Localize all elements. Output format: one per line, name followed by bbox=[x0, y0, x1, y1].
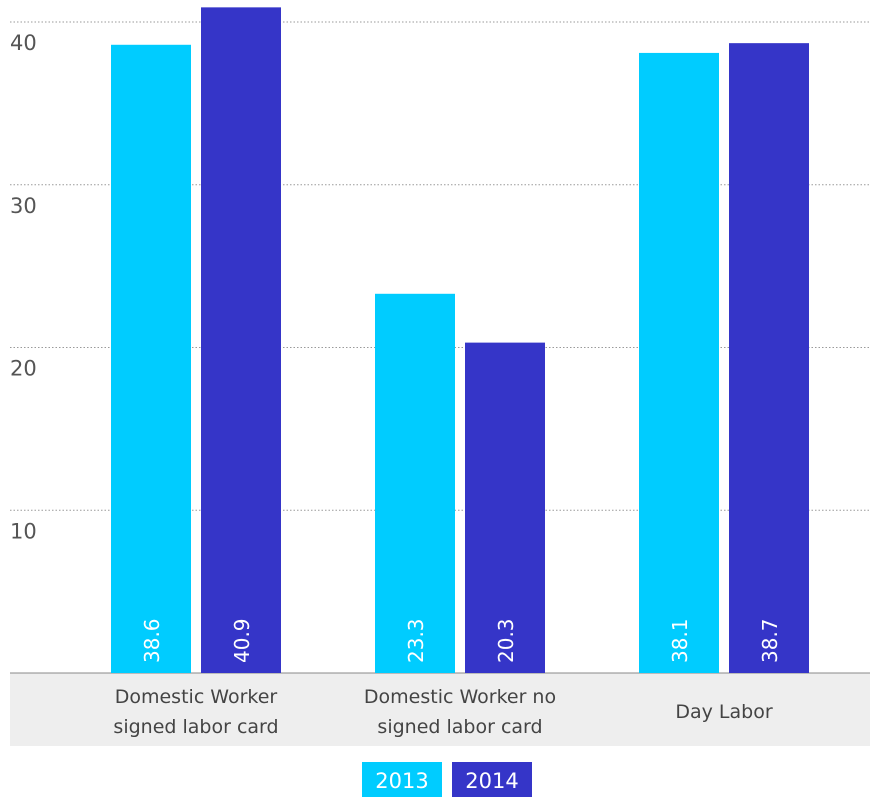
bar-value-label: 38.1 bbox=[668, 618, 692, 663]
bar-2013-2 bbox=[639, 52, 719, 674]
bar-2013-1 bbox=[375, 293, 455, 673]
bar-2014-0 bbox=[201, 7, 281, 674]
bar-value-label: 40.9 bbox=[230, 618, 254, 663]
bar-value-label: 23.3 bbox=[404, 618, 428, 663]
legend-swatch-2014 bbox=[452, 762, 532, 797]
category-label-band bbox=[10, 673, 870, 746]
legend-label: 2014 bbox=[465, 769, 518, 793]
bar-2014-2 bbox=[729, 43, 809, 674]
bars: 38.6 40.9 23.3 20.3 38.1 38.7 bbox=[111, 7, 809, 674]
category-label: signed labor card bbox=[377, 716, 542, 738]
bar-value-label: 38.7 bbox=[758, 618, 782, 663]
legend-swatch-2013 bbox=[362, 762, 442, 797]
y-tick-label: 20 bbox=[10, 357, 37, 381]
bar-2014-1 bbox=[465, 342, 545, 673]
bar-value-label: 38.6 bbox=[140, 618, 164, 663]
legend: 2013 2014 bbox=[362, 762, 532, 797]
category-label: Day Labor bbox=[675, 701, 772, 723]
y-axis-tick-labels: 010203040 bbox=[10, 31, 37, 706]
y-tick-label: 40 bbox=[10, 31, 37, 55]
x-axis-category-labels: Domestic Worker signed labor card Domestic… bbox=[113, 686, 772, 738]
category-label: signed labor card bbox=[113, 716, 278, 738]
y-tick-label: 10 bbox=[10, 519, 37, 543]
category-label: Domestic Worker bbox=[115, 686, 278, 708]
legend-label: 2013 bbox=[375, 769, 428, 793]
category-label: Domestic Worker no bbox=[364, 686, 556, 708]
y-tick-label: 30 bbox=[10, 194, 37, 218]
bar-value-label: 20.3 bbox=[494, 618, 518, 663]
bar-2013-0 bbox=[111, 44, 191, 674]
